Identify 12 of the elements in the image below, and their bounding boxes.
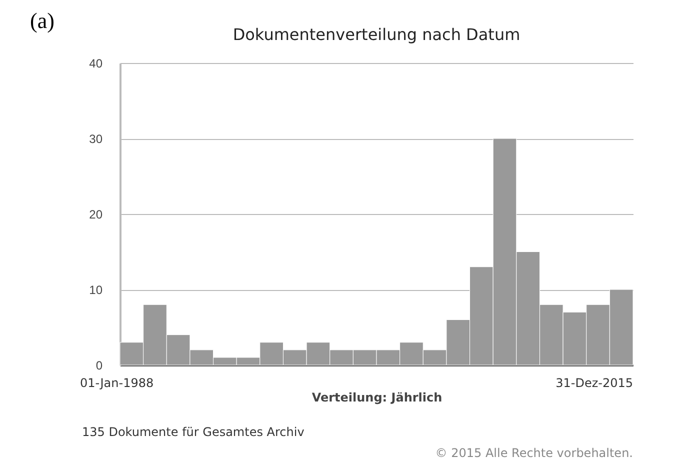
y-tick-label: 30 (89, 132, 103, 146)
text: 135 Dokumente für Gesamtes Archiv (82, 425, 304, 439)
y-tick-label: 20 (89, 208, 103, 222)
text: 31-Dez-2015 (556, 376, 633, 390)
text: (a) (30, 8, 54, 34)
text: © 2015 Alle Rechte vorbehalten. (435, 446, 633, 460)
text: 01-Jan-1988 (80, 376, 154, 390)
chart-title: Dokumentenverteilung nach Datum (232, 25, 520, 44)
y-tick-label: 10 (89, 283, 103, 297)
x-axis-title: Verteilung: Jährlich (312, 390, 442, 404)
y-tick-label: 40 (89, 56, 103, 70)
y-tick-label: 0 (96, 358, 103, 372)
